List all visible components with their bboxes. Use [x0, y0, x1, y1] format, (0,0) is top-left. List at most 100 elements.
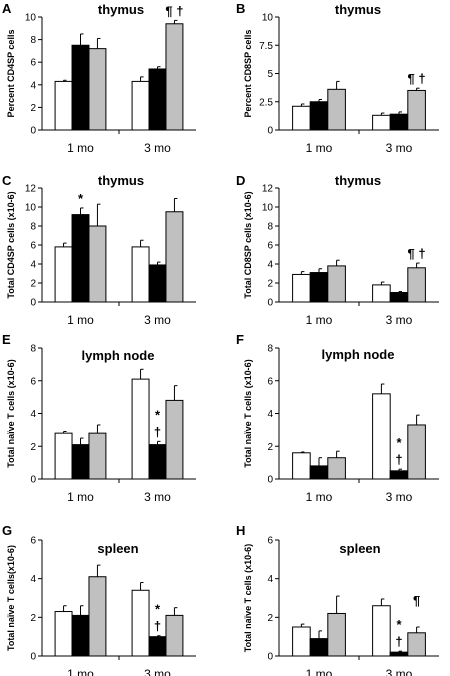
bar: [389, 113, 409, 131]
y-tick-label: 2: [267, 442, 273, 453]
bar: [389, 470, 409, 480]
y-tick-label: 0: [267, 652, 273, 663]
bar: [309, 272, 329, 303]
x-category-label: 1 mo: [67, 490, 94, 504]
panel-letter: D: [236, 173, 245, 188]
panel-letter: F: [236, 332, 244, 347]
bar: [327, 457, 346, 480]
bar: [372, 114, 391, 131]
significance-marker: *: [155, 407, 161, 422]
y-axis-label: Percent CD4SP cells: [6, 30, 16, 118]
bar: [71, 614, 90, 657]
panel-title: lymph node: [82, 348, 155, 363]
y-tick-label: 2.5: [259, 97, 273, 108]
x-category-label: 3 mo: [386, 141, 413, 155]
y-tick-label: 6: [267, 536, 273, 547]
y-axis-label: Total naïve T cells(x10-6): [6, 545, 16, 651]
y-axis-label: Percent CD8SP cells: [243, 30, 253, 118]
x-category-label: 1 mo: [67, 141, 94, 155]
x-category-label: 1 mo: [67, 313, 94, 327]
y-axis-label: Total naïve T cells (x10-6): [243, 359, 253, 467]
y-tick-label: 4: [267, 574, 273, 585]
bar: [389, 651, 409, 657]
bar: [407, 89, 426, 131]
bar: [407, 424, 426, 480]
y-tick-label: 0: [30, 475, 36, 486]
y-tick-label: 0: [30, 126, 36, 137]
y-tick-label: 2: [30, 613, 36, 624]
bar: [148, 68, 167, 131]
y-tick-label: 2: [30, 279, 36, 290]
y-tick-label: 8: [30, 35, 36, 46]
y-tick-label: 12: [262, 184, 274, 195]
significance-marker: ¶ †: [408, 71, 426, 86]
x-category-label: 3 mo: [144, 490, 171, 504]
bar: [165, 614, 184, 657]
bar: [131, 246, 150, 303]
y-axis-label: Total CD8SP cells (x10-6): [243, 191, 253, 298]
bar: [327, 88, 346, 131]
y-tick-label: 0: [30, 298, 36, 309]
y-tick-label: 6: [267, 241, 273, 252]
y-tick-label: 10: [25, 203, 37, 214]
bar: [88, 432, 107, 480]
y-tick-label: 4: [267, 260, 273, 271]
x-category-label: 1 mo: [306, 313, 333, 327]
y-tick-label: 4: [30, 574, 36, 585]
panel-title: spleen: [97, 541, 138, 556]
bar: [407, 632, 426, 657]
panel-letter: G: [2, 523, 12, 538]
y-tick-label: 4: [30, 409, 36, 420]
bar: [148, 264, 167, 303]
x-category-label: 3 mo: [386, 667, 413, 676]
x-category-label: 1 mo: [306, 667, 333, 676]
y-tick-label: 8: [30, 222, 36, 233]
y-tick-label: 6: [30, 58, 36, 69]
y-tick-label: 2: [267, 279, 273, 290]
bar: [292, 273, 311, 303]
significance-marker: †: [154, 424, 161, 439]
bar: [54, 80, 73, 131]
bar: [131, 378, 150, 480]
bar: [309, 101, 329, 131]
y-tick-label: 6: [267, 376, 273, 387]
y-tick-label: 5: [267, 69, 273, 80]
panel-title: lymph node: [322, 347, 395, 362]
y-tick-label: 8: [30, 344, 36, 355]
x-category-label: 3 mo: [386, 490, 413, 504]
bar: [131, 589, 150, 657]
bar: [131, 80, 150, 131]
significance-marker: †: [395, 634, 402, 649]
x-category-label: 1 mo: [306, 141, 333, 155]
bar: [54, 246, 73, 303]
bar: [309, 638, 329, 657]
significance-marker: ¶ †: [165, 3, 183, 18]
bar: [54, 611, 73, 657]
bar: [407, 267, 426, 303]
bar: [165, 399, 184, 480]
y-tick-label: 2: [30, 442, 36, 453]
significance-marker: *: [396, 617, 402, 632]
significance-marker: ¶ †: [408, 246, 426, 261]
y-tick-label: 0: [267, 126, 273, 137]
y-tick-label: 10: [262, 13, 274, 24]
bar: [88, 576, 107, 657]
panel-letter: E: [2, 332, 11, 347]
bar: [165, 211, 184, 303]
bar: [88, 225, 107, 303]
y-tick-label: 2: [30, 103, 36, 114]
y-tick-label: 7.5: [259, 41, 273, 52]
significance-marker: *: [155, 602, 161, 617]
bar: [309, 465, 329, 480]
y-tick-label: 4: [267, 409, 273, 420]
significance-marker: *: [78, 191, 84, 206]
panel-letter: H: [236, 523, 245, 538]
x-category-label: 3 mo: [386, 313, 413, 327]
x-category-label: 3 mo: [144, 141, 171, 155]
